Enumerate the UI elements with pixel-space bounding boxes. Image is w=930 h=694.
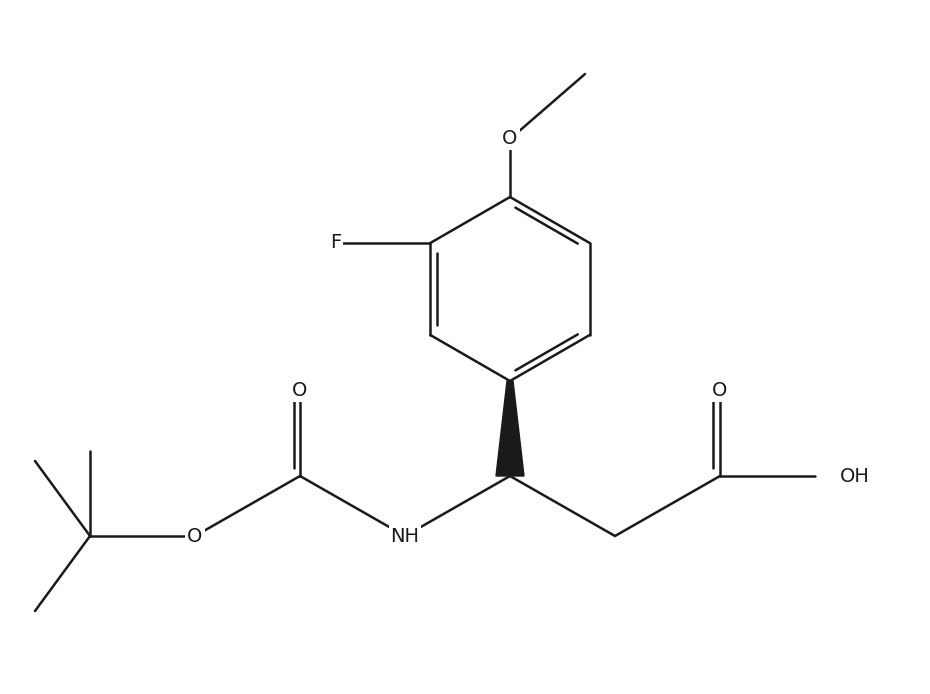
- Text: O: O: [292, 382, 308, 400]
- Text: NH: NH: [391, 527, 419, 545]
- Text: OH: OH: [840, 466, 870, 486]
- Text: O: O: [187, 527, 203, 545]
- Text: O: O: [502, 130, 518, 149]
- Text: O: O: [712, 382, 727, 400]
- Text: F: F: [330, 233, 341, 253]
- Polygon shape: [496, 381, 524, 476]
